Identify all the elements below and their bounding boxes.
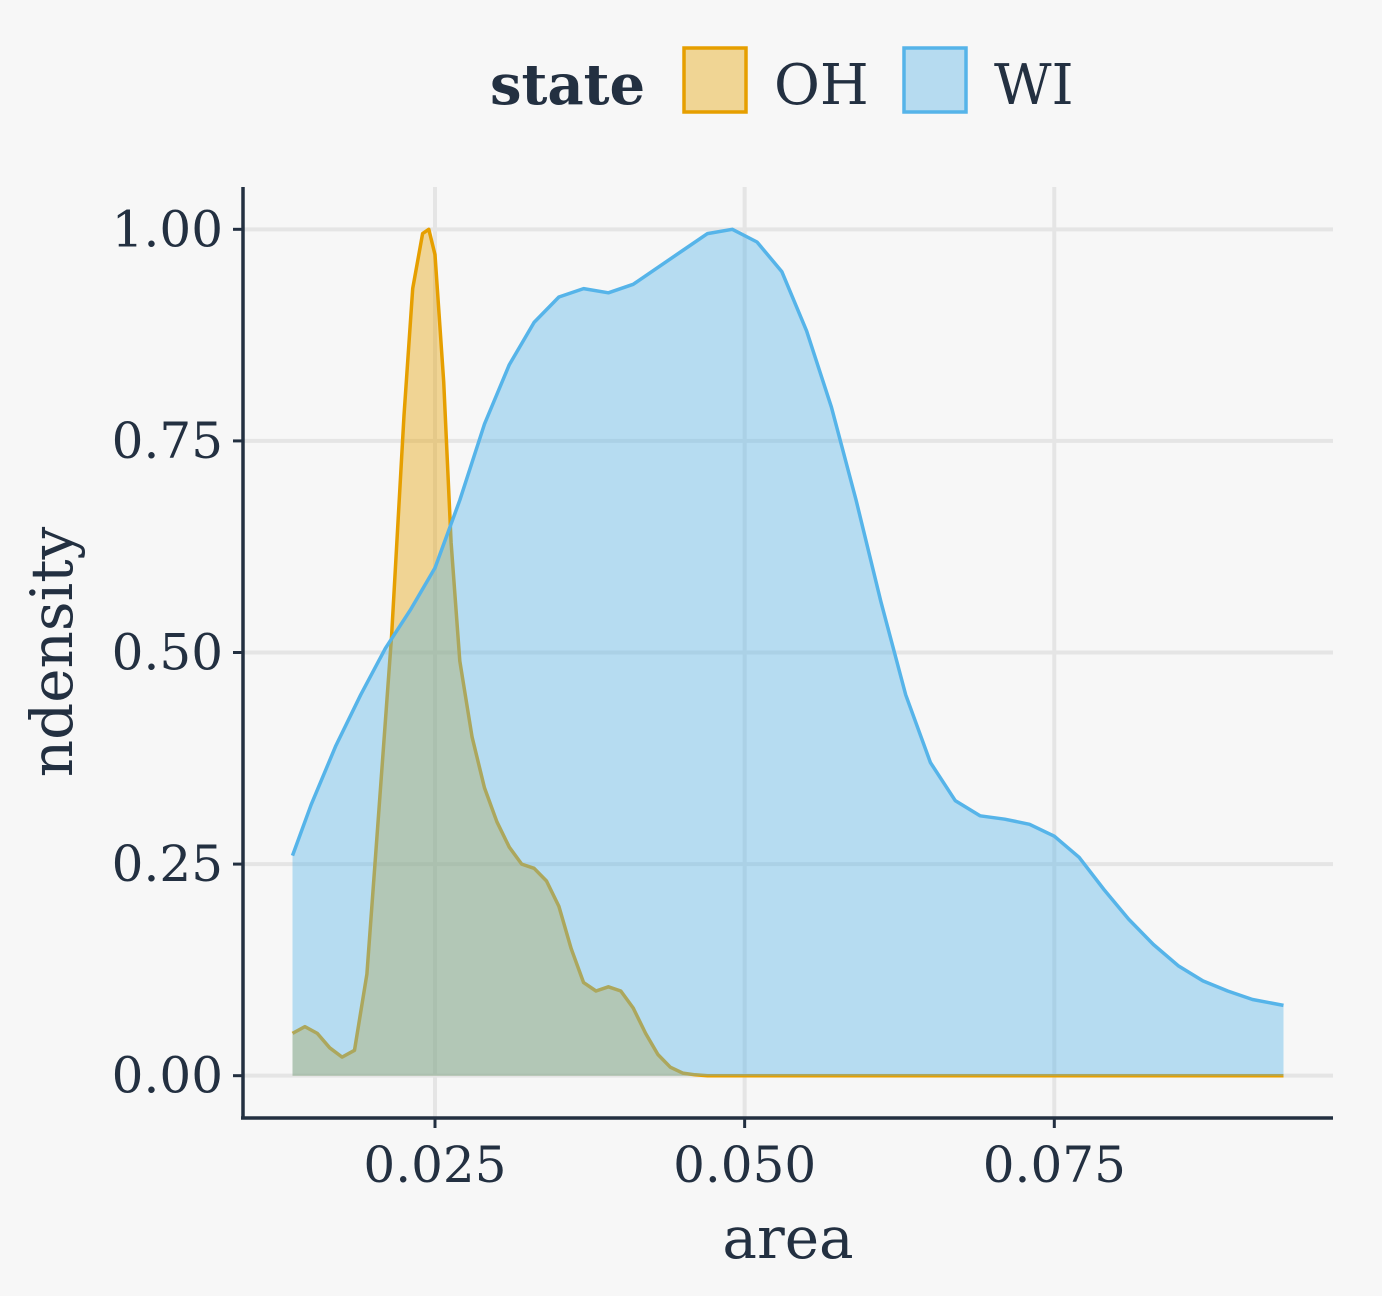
x-tick-label-2: 0.075 <box>983 1136 1126 1194</box>
legend-key-oh <box>682 46 748 114</box>
legend: state OH WI <box>490 46 1074 118</box>
legend-title: state <box>490 52 645 118</box>
legend-key-wi <box>902 46 968 114</box>
y-axis-title: ndensity <box>18 526 86 777</box>
y-tick-label-3: 0.75 <box>112 412 223 470</box>
x-axis-title: area <box>722 1204 853 1272</box>
gridlines <box>243 187 1333 1118</box>
y-tick-label-1: 0.25 <box>112 835 223 893</box>
area-oh <box>292 229 1284 1076</box>
y-ticks: 0.00 0.25 0.50 0.75 1.00 <box>112 200 243 1105</box>
line-wi <box>290 227 1284 1008</box>
y-tick-label-4: 1.00 <box>112 200 223 258</box>
area-wi <box>292 229 1284 1076</box>
line-oh <box>291 227 1284 1078</box>
y-tick-label-2: 0.50 <box>112 624 223 682</box>
x-tick-label-1: 0.050 <box>673 1136 816 1194</box>
legend-label-wi: WI <box>994 53 1074 118</box>
x-ticks: 0.025 0.050 0.075 <box>363 1118 1126 1194</box>
y-tick-label-0: 0.00 <box>112 1047 223 1105</box>
legend-label-oh: OH <box>774 53 869 118</box>
density-areas <box>290 227 1284 1078</box>
x-tick-label-0: 0.025 <box>363 1136 506 1194</box>
